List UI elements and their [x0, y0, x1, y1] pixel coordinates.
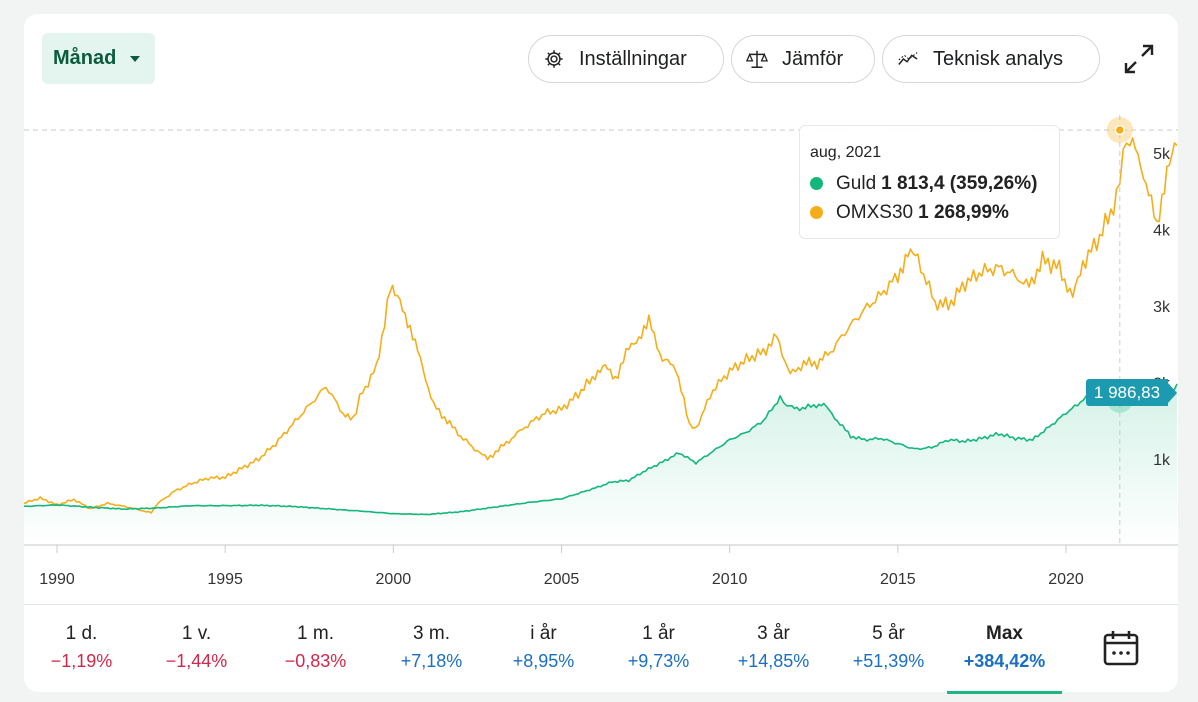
- x-tick-label: 2005: [544, 571, 580, 588]
- compare-button[interactable]: Jämför: [731, 35, 875, 83]
- range-label: 1 m.: [297, 623, 334, 644]
- range-change: +7,18%: [400, 651, 463, 671]
- y-tick-label: 3k: [1153, 299, 1171, 316]
- range-label: i år: [530, 623, 557, 644]
- settings-button[interactable]: Inställningar: [528, 35, 724, 83]
- range-label: 3 år: [757, 623, 790, 644]
- x-tick-label: 2000: [376, 571, 412, 588]
- tooltip-omx-value: 1 268,99%: [918, 201, 1009, 223]
- period-dropdown[interactable]: Månad: [42, 33, 155, 84]
- omxs30-series-line: [24, 137, 1178, 514]
- guld-series-line: [24, 383, 1178, 516]
- gear-icon: [545, 50, 563, 68]
- technical-analysis-button[interactable]: Teknisk analys: [882, 35, 1100, 83]
- range-7[interactable]: 5 år +51,39%: [831, 605, 946, 693]
- range-3[interactable]: 3 m. +7,18%: [374, 605, 489, 693]
- tooltip-row-omx: OMXS30 1 268,99%: [810, 198, 1059, 227]
- expand-icon[interactable]: [1122, 42, 1156, 76]
- y-tick-label: 4k: [1153, 223, 1171, 240]
- tooltip-guld-value: 1 813,4 (359,26%): [881, 172, 1038, 194]
- scale-icon: [746, 50, 768, 68]
- range-label: Max: [986, 623, 1023, 644]
- omx-dot-icon: [810, 206, 823, 219]
- range-label: 1 d.: [65, 623, 98, 644]
- x-tick-label: 2020: [1048, 571, 1084, 588]
- y-tick-label: 5k: [1153, 146, 1171, 163]
- x-tick-label: 2015: [880, 571, 916, 588]
- omx-hover-point: [1114, 124, 1126, 136]
- range-change: +51,39%: [852, 651, 925, 671]
- range-change: −1,44%: [165, 651, 228, 671]
- tooltip-guld-name: Guld: [836, 172, 877, 194]
- calendar-icon[interactable]: [1102, 629, 1140, 667]
- range-8[interactable]: Max +384,42%: [947, 605, 1062, 694]
- range-0[interactable]: 1 d. −1,19%: [24, 605, 139, 693]
- y-tick-label: 1k: [1153, 452, 1171, 469]
- tooltip-row-guld: Guld 1 813,4 (359,26%): [810, 169, 1059, 198]
- range-label: 1 år: [642, 623, 675, 644]
- range-1[interactable]: 1 v. −1,44%: [139, 605, 254, 693]
- period-label: Månad: [53, 47, 117, 69]
- x-tick-label: 2010: [712, 571, 748, 588]
- range-change: +9,73%: [627, 651, 690, 671]
- range-label: 3 m.: [413, 623, 450, 644]
- range-change: +14,85%: [737, 651, 810, 671]
- range-selector: 1 d. −1,19% 1 v. −1,44% 1 m. −0,83% 3 m. +7,18%…: [24, 604, 1178, 694]
- range-4[interactable]: i år +8,95%: [486, 605, 601, 693]
- chart-tooltip: aug, 2021 Guld 1 813,4 (359,26%) OMXS30 …: [799, 125, 1060, 239]
- range-change: +8,95%: [512, 651, 575, 671]
- x-tick-label: 1995: [207, 571, 243, 588]
- range-change: −1,19%: [50, 651, 113, 671]
- last-price-tag: 1 986,83: [1086, 379, 1177, 406]
- guld-dot-icon: [810, 177, 823, 190]
- x-tick-label: 1990: [39, 571, 75, 588]
- tooltip-omx-name: OMXS30: [836, 201, 914, 223]
- trend-line-icon: [898, 52, 918, 65]
- range-2[interactable]: 1 m. −0,83%: [258, 605, 373, 693]
- settings-label: Inställningar: [579, 47, 687, 70]
- guld-area: [24, 384, 1177, 545]
- technical-analysis-label: Teknisk analys: [933, 47, 1064, 70]
- tooltip-date: aug, 2021: [810, 144, 882, 161]
- range-change: +384,42%: [963, 651, 1046, 671]
- range-6[interactable]: 3 år +14,85%: [716, 605, 831, 693]
- range-label: 5 år: [872, 623, 905, 644]
- range-5[interactable]: 1 år +9,73%: [601, 605, 716, 693]
- range-label: 1 v.: [181, 623, 212, 644]
- range-change: −0,83%: [284, 651, 347, 671]
- compare-label: Jämför: [782, 47, 844, 70]
- chevron-down-icon: [130, 55, 141, 62]
